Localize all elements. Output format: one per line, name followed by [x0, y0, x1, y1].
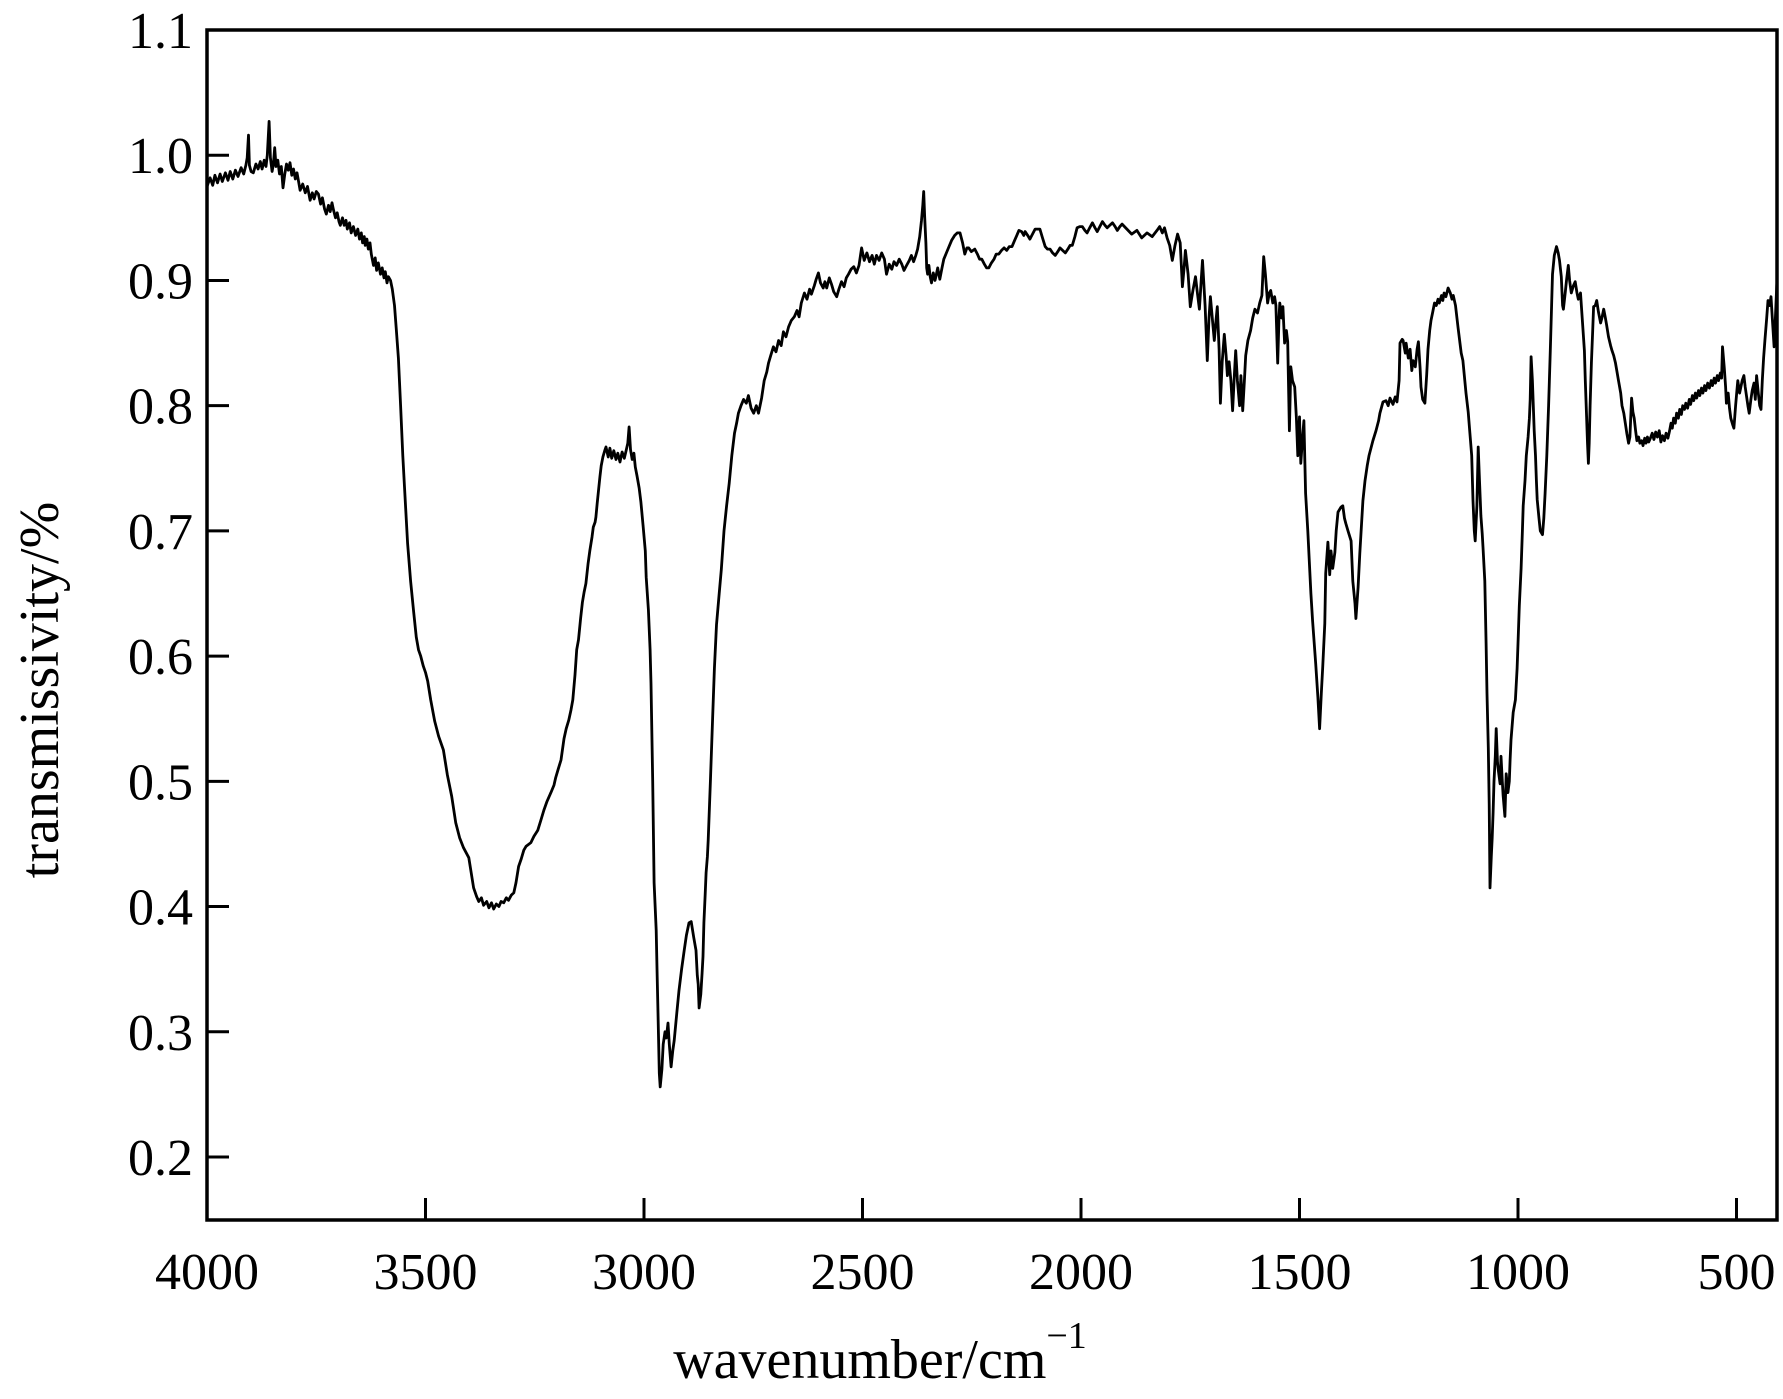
y-tick-label: 0.7	[128, 504, 193, 561]
y-tick-label: 0.2	[128, 1130, 193, 1187]
y-tick-label: 1.1	[128, 3, 193, 60]
x-axis-title-superscript: −1	[1046, 1315, 1086, 1357]
x-tick-label: 500	[1698, 1244, 1776, 1301]
plot-border	[205, 28, 1779, 1222]
x-tick-label: 4000	[155, 1244, 259, 1301]
y-tick-label: 1.0	[128, 128, 193, 185]
spectrum-line	[207, 120, 1777, 1089]
y-axis-ticks: 1.1 1.0 0.9 0.8 0.7 0.6 0.5 0.4 0.3 0.2	[128, 3, 229, 1187]
y-tick-label: 0.5	[128, 754, 193, 811]
y-tick-label: 0.8	[128, 379, 193, 436]
y-tick-label: 0.9	[128, 253, 193, 310]
x-axis-title-base: wavenumber/cm	[673, 1329, 1046, 1391]
y-tick-label: 0.3	[128, 1005, 193, 1062]
x-axis-title: wavenumber/cm−1	[673, 1315, 1087, 1391]
x-tick-label: 1000	[1466, 1244, 1570, 1301]
x-tick-label: 3500	[374, 1244, 478, 1301]
x-tick-label: 1500	[1248, 1244, 1352, 1301]
x-tick-label: 3000	[592, 1244, 696, 1301]
y-axis-title: transmissivity/%	[9, 502, 71, 878]
y-tick-label: 0.4	[128, 880, 193, 937]
x-tick-label: 2500	[811, 1244, 915, 1301]
y-tick-label: 0.6	[128, 629, 193, 686]
x-axis-ticks: 4000 3500 3000 2500 2000 1500 1000 500	[155, 1198, 1776, 1301]
x-tick-label: 2000	[1029, 1244, 1133, 1301]
